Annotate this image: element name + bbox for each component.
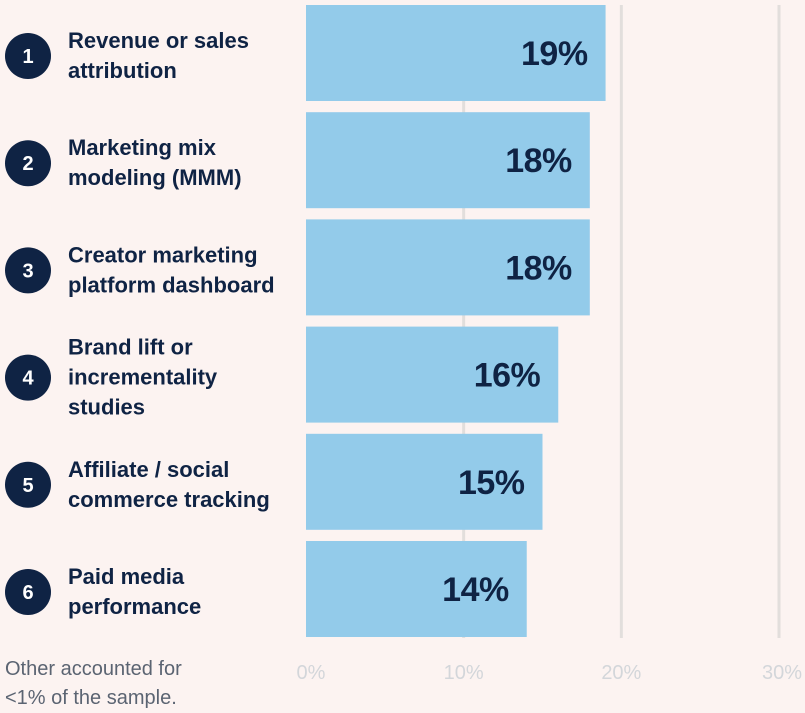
rank-number: 1 [22,46,33,68]
category-label: Creator marketing platform dashboard [68,242,275,297]
bar-value-label: 14% [442,571,509,609]
bar-value-label: 15% [458,464,525,502]
rank-badge [5,569,51,615]
bar-value-label: 18% [505,142,572,180]
x-tick-label: 0% [297,662,326,684]
rank-badge [5,247,51,294]
rank-badge [5,33,51,79]
category-label: Affiliate / social commerce tracking [68,457,270,512]
bar-value-label: 16% [474,357,541,395]
rank-number: 3 [22,260,33,282]
category-label: Paid media performance [68,564,201,619]
bar [306,219,590,316]
rank-badge [5,140,51,187]
x-tick-label: 10% [444,662,484,684]
bars: 19% 18% 18% 16% 15% 14% [306,5,606,637]
bar [306,5,606,101]
category-label: Marketing mix modeling (MMM) [68,135,242,190]
x-axis-ticks: 0% 10% 20% 30% [297,662,803,684]
bar [306,112,590,209]
category-label: Brand lift or incrementality studies [68,335,218,420]
category-label: Revenue or sales attribution [68,28,249,83]
rank-number: 2 [22,153,33,175]
gridlines [462,5,781,638]
bar [306,433,543,530]
footnote: Other accounted for <1% of the sample. [5,658,182,709]
rank-badge [5,461,51,508]
x-tick-label: 30% [762,662,802,684]
bar-value-label: 18% [505,249,572,287]
bar [306,541,527,637]
rank-number: 6 [22,582,33,604]
rank-number: 4 [22,368,34,390]
bar [306,326,559,423]
category-rows: 1 Revenue or sales attribution 2 Marketing m… [5,28,275,619]
rank-badge [5,354,51,401]
bar-value-label: 19% [521,35,588,73]
x-tick-label: 20% [601,662,641,684]
rank-number: 5 [22,475,33,497]
